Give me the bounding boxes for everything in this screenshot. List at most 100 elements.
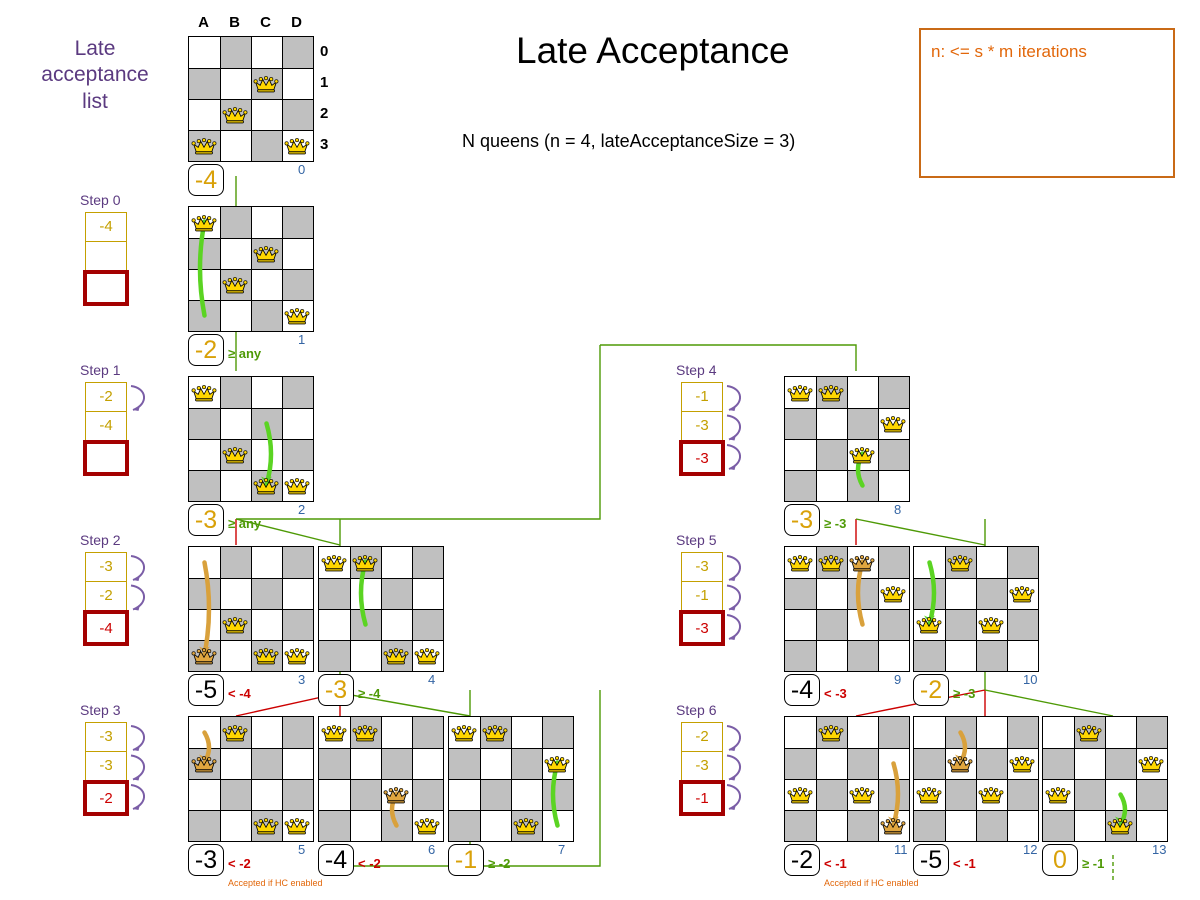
queen-piece[interactable] — [284, 136, 310, 156]
queen-piece[interactable] — [414, 646, 440, 666]
la-cell-current[interactable]: -2 — [83, 780, 129, 816]
board-cell[interactable] — [1136, 810, 1167, 841]
queen-piece[interactable] — [191, 383, 217, 403]
board-cell[interactable] — [816, 748, 847, 779]
board-cell[interactable] — [785, 470, 816, 501]
board-cell[interactable] — [976, 547, 1007, 578]
board-cell[interactable] — [914, 640, 945, 671]
board-cell[interactable] — [976, 810, 1007, 841]
board-cell[interactable] — [350, 810, 381, 841]
board-cell[interactable] — [878, 377, 909, 408]
board-cell[interactable] — [480, 779, 511, 810]
board-cell[interactable] — [1043, 717, 1074, 748]
board-cell[interactable] — [1043, 748, 1074, 779]
queen-piece[interactable] — [352, 553, 378, 573]
board-cell[interactable] — [220, 810, 251, 841]
queen-piece[interactable] — [1009, 584, 1035, 604]
queen-piece[interactable] — [191, 213, 217, 233]
board-cell[interactable] — [1007, 640, 1038, 671]
board-cell[interactable] — [189, 68, 220, 99]
queen-piece[interactable] — [222, 615, 248, 635]
la-cell[interactable]: -1 — [681, 581, 723, 611]
la-cell-current[interactable] — [83, 270, 129, 306]
board-cell[interactable] — [220, 300, 251, 331]
la-cell[interactable]: -1 — [681, 382, 723, 412]
board-cell[interactable] — [816, 408, 847, 439]
queen-piece[interactable] — [818, 723, 844, 743]
board-cell[interactable] — [220, 470, 251, 501]
board-cell[interactable] — [189, 439, 220, 470]
board-cell[interactable] — [847, 377, 878, 408]
board-cell[interactable] — [251, 377, 282, 408]
board-cell[interactable] — [1136, 779, 1167, 810]
queen-piece[interactable] — [1009, 754, 1035, 774]
queen-piece[interactable] — [253, 74, 279, 94]
board-cell[interactable] — [251, 578, 282, 609]
board-cell[interactable] — [381, 578, 412, 609]
board-cell[interactable] — [189, 408, 220, 439]
board-cell[interactable] — [449, 810, 480, 841]
la-cell[interactable]: -3 — [681, 751, 723, 781]
board-cell[interactable] — [847, 748, 878, 779]
board-cell[interactable] — [251, 99, 282, 130]
board-cell[interactable] — [785, 609, 816, 640]
board-cell[interactable] — [189, 238, 220, 269]
board-cell[interactable] — [816, 609, 847, 640]
board-cell[interactable] — [251, 300, 282, 331]
board-cell[interactable] — [449, 748, 480, 779]
board-cell[interactable] — [785, 578, 816, 609]
board-cell[interactable] — [282, 717, 313, 748]
board-cell[interactable] — [412, 547, 443, 578]
board-cell[interactable] — [282, 238, 313, 269]
board-cell[interactable] — [816, 779, 847, 810]
queen-piece[interactable] — [222, 445, 248, 465]
board-cell[interactable] — [350, 578, 381, 609]
board-cell[interactable] — [350, 640, 381, 671]
queen-piece[interactable] — [849, 445, 875, 465]
board-cell[interactable] — [350, 748, 381, 779]
board-cell[interactable] — [220, 779, 251, 810]
board-cell[interactable] — [189, 269, 220, 300]
la-cell[interactable]: -4 — [85, 212, 127, 242]
board-cell[interactable] — [1007, 717, 1038, 748]
queen-piece[interactable] — [880, 584, 906, 604]
queen-piece[interactable] — [253, 476, 279, 496]
board-cell[interactable] — [381, 748, 412, 779]
queen-piece[interactable] — [1076, 723, 1102, 743]
queen-piece[interactable] — [222, 105, 248, 125]
queen-piece[interactable] — [916, 785, 942, 805]
board-cell[interactable] — [785, 717, 816, 748]
queen-piece[interactable] — [787, 785, 813, 805]
board-cell[interactable] — [282, 408, 313, 439]
board-cell[interactable] — [251, 717, 282, 748]
board-cell[interactable] — [251, 37, 282, 68]
board-cell[interactable] — [878, 547, 909, 578]
board-cell[interactable] — [878, 609, 909, 640]
queen-piece[interactable] — [191, 754, 217, 774]
board-cell[interactable] — [878, 439, 909, 470]
board-cell[interactable] — [251, 269, 282, 300]
board-cell[interactable] — [319, 578, 350, 609]
board-cell[interactable] — [816, 470, 847, 501]
queen-piece[interactable] — [1107, 816, 1133, 836]
board-cell[interactable] — [785, 748, 816, 779]
queen-piece[interactable] — [321, 723, 347, 743]
board-cell[interactable] — [1074, 748, 1105, 779]
board-cell[interactable] — [480, 748, 511, 779]
board-cell[interactable] — [319, 748, 350, 779]
board-cell[interactable] — [220, 547, 251, 578]
queen-piece[interactable] — [818, 383, 844, 403]
queen-piece[interactable] — [787, 383, 813, 403]
board-cell[interactable] — [816, 640, 847, 671]
board-cell[interactable] — [251, 779, 282, 810]
board-cell[interactable] — [542, 779, 573, 810]
la-cell[interactable]: -2 — [681, 722, 723, 752]
board-cell[interactable] — [220, 640, 251, 671]
la-cell-current[interactable]: -3 — [679, 440, 725, 476]
board-cell[interactable] — [189, 37, 220, 68]
board-cell[interactable] — [542, 717, 573, 748]
la-cell[interactable]: -3 — [85, 722, 127, 752]
board-cell[interactable] — [976, 717, 1007, 748]
board-cell[interactable] — [976, 748, 1007, 779]
board-cell[interactable] — [251, 547, 282, 578]
